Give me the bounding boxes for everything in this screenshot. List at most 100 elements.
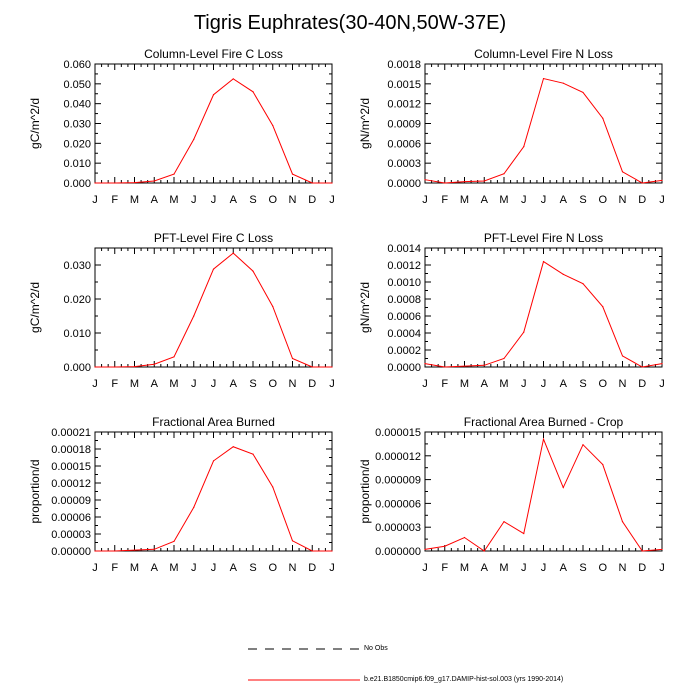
x-tick-label: M (169, 378, 178, 390)
data-point (114, 366, 116, 368)
x-tick-label: D (638, 378, 646, 390)
x-tick-label: S (249, 562, 256, 574)
data-point (582, 91, 584, 94)
chart-title: Column-Level Fire N Loss (474, 47, 613, 61)
data-point (542, 77, 545, 80)
data-point (232, 252, 234, 254)
x-tick-label: J (92, 378, 98, 390)
data-point (503, 173, 505, 175)
data-point (463, 536, 466, 539)
x-tick-label: M (130, 194, 139, 206)
x-tick-label: J (521, 194, 527, 206)
y-tick-label: 0.020 (63, 294, 91, 306)
plot-frame (424, 431, 663, 552)
data-point (602, 117, 604, 119)
x-tick-label: D (638, 562, 646, 574)
y-tick-label: 0.0003 (387, 158, 421, 170)
x-tick-label: D (638, 194, 646, 206)
y-tick-label: 0.010 (63, 158, 91, 170)
data-point (212, 268, 215, 270)
y-tick-label: 0.000009 (375, 475, 421, 487)
data-point (621, 521, 624, 523)
data-point (252, 270, 254, 272)
data-point (291, 540, 294, 542)
y-tick-label: 0.000015 (375, 427, 421, 439)
data-point (133, 549, 136, 551)
x-tick-label: J (659, 562, 665, 574)
data-point (661, 179, 663, 181)
y-tick-label: 0.0010 (387, 277, 421, 289)
y-tick-label: 0.010 (63, 328, 91, 340)
x-tick-label: F (111, 562, 118, 574)
data-point (444, 366, 446, 368)
data-point (272, 305, 274, 308)
y-axis-label: proportion/d (28, 459, 42, 523)
plot-frame (424, 63, 663, 184)
data-point (272, 124, 274, 127)
x-tick-label: M (499, 194, 508, 206)
y-tick-label: 0.040 (63, 99, 91, 111)
y-tick-label: 0.00006 (51, 512, 91, 524)
x-tick-label: S (249, 194, 256, 206)
data-point (621, 171, 624, 173)
data-point (114, 182, 116, 184)
data-point (311, 366, 313, 368)
y-tick-label: 0.000006 (375, 498, 421, 510)
y-tick-label: 0.00003 (51, 529, 91, 541)
y-tick-label: 0.0008 (387, 294, 421, 306)
x-tick-label: S (249, 378, 256, 390)
x-tick-label: D (308, 562, 316, 574)
y-tick-label: 0.0015 (387, 79, 421, 91)
x-tick-label: A (481, 378, 489, 390)
x-tick-label: M (130, 378, 139, 390)
data-point (463, 365, 466, 367)
plot-frame (94, 247, 333, 368)
y-axis-label: gN/m^2/d (358, 282, 372, 333)
x-tick-label: J (422, 194, 428, 206)
x-tick-label: N (619, 562, 627, 574)
data-point (331, 550, 333, 552)
series-line (95, 446, 332, 552)
x-tick-label: O (598, 194, 607, 206)
data-point (483, 550, 485, 552)
y-tick-label: 0.030 (63, 260, 91, 272)
x-tick-label: J (521, 378, 527, 390)
y-tick-label: 0.00018 (51, 444, 91, 456)
data-point (272, 486, 274, 488)
data-point (424, 363, 426, 365)
y-tick-label: 0.00021 (51, 427, 91, 439)
y-tick-label: 0.020 (63, 138, 91, 150)
x-tick-label: J (659, 378, 665, 390)
y-tick-label: 0.00000 (51, 546, 91, 558)
x-tick-label: J (541, 194, 547, 206)
chart-panel: Fractional Area Burned - Crop proportion/… (358, 415, 665, 574)
x-tick-label: M (169, 194, 178, 206)
data-point (562, 273, 564, 275)
data-point (503, 521, 505, 523)
data-point (483, 364, 485, 366)
y-tick-label: 0.00012 (51, 478, 91, 490)
y-tick-label: 0.000012 (375, 451, 421, 463)
data-point (212, 94, 215, 96)
data-point (523, 532, 525, 535)
data-point (173, 540, 175, 542)
y-tick-label: 0.000003 (375, 522, 421, 534)
x-tick-label: J (329, 378, 335, 390)
data-point (641, 366, 643, 368)
x-tick-label: J (211, 378, 217, 390)
x-tick-label: D (308, 194, 316, 206)
data-point (311, 182, 313, 184)
data-point (173, 356, 175, 358)
data-point (621, 355, 624, 357)
data-point (542, 261, 545, 263)
x-tick-label: A (560, 562, 568, 574)
x-tick-label: J (659, 194, 665, 206)
x-tick-label: M (130, 562, 139, 574)
y-tick-label: 0.0009 (387, 119, 421, 131)
series-line (424, 437, 663, 552)
y-tick-label: 0.0012 (387, 99, 421, 111)
x-tick-label: N (619, 378, 627, 390)
data-point (661, 363, 663, 365)
x-tick-label: J (191, 194, 197, 206)
